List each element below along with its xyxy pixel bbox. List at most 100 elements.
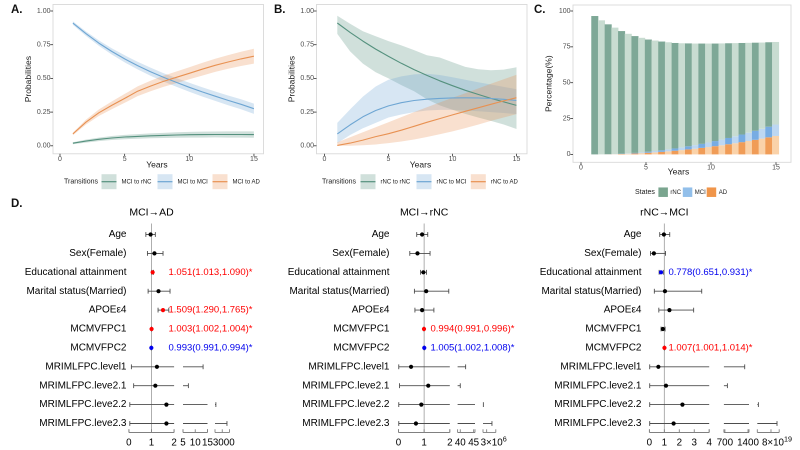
row-label: MRIMLFPC.leve2.3 (39, 418, 127, 429)
y-tick-label: 0.75 (300, 42, 314, 49)
stacked-bar (678, 43, 686, 155)
y-tick-label: 0.25 (37, 109, 51, 116)
stacked-bar (631, 36, 639, 155)
axis-tick-label: 1 (421, 438, 426, 449)
estimate-annotation: 0.993(0.991,0.994)* (169, 342, 253, 353)
forest-title: MCI→rNC (400, 207, 449, 219)
legend-item-label: MCI to rNC (122, 179, 153, 185)
stacked-bar (597, 20, 606, 155)
row-label: MRIMLFPC.leve2.3 (554, 418, 642, 429)
panel-b-transition-probabilities-chart: 0 5 10 15 0.00 0.25 0.50 0.75 1.00 Years Probabili… (287, 4, 528, 190)
legend-title: Transitions (322, 179, 356, 186)
row-label: MRIMLFPC.leve2.2 (554, 399, 642, 410)
stacked-bar (624, 33, 632, 155)
legend-item-label: rNC to AD (491, 179, 519, 185)
row-label: MRIMLFPC.leve2.1 (39, 380, 127, 391)
y-tick-label: 100 (559, 8, 571, 15)
panel-label-c: C. (534, 4, 546, 16)
axis-tick-label: 45 (468, 438, 479, 449)
estimate-dot (661, 232, 667, 237)
axis-tick-label: 40 (455, 438, 466, 449)
legend-item-label: MCI to MCI (178, 179, 209, 185)
x-tick-label: 5 (387, 156, 391, 163)
forest-row-Educational-attainment: Educational attainment 1.051(1.013,1.090)… (25, 267, 253, 278)
legend-swatch (658, 187, 668, 197)
stacked-bar (731, 43, 739, 155)
axis-tick-label: 0 (396, 438, 402, 449)
estimate-dot (149, 345, 154, 350)
y-tick-label: 0.25 (300, 109, 314, 116)
y-tick-label: 1.00 (300, 8, 314, 15)
x-tick-label: 5 (123, 156, 127, 163)
stacked-bar (758, 42, 766, 155)
legend-swatch (706, 187, 717, 197)
legend-item-label: rNC to rNC (381, 179, 411, 185)
axis-tick-label: 1 (662, 438, 667, 449)
row-label: MRIMLFPC.level1 (45, 361, 127, 372)
forest-row-MRIMLFPC.leve2.2: MRIMLFPC.leve2.2 (39, 399, 217, 410)
forest-row-MRIMLFPC.level1: MRIMLFPC.level1 (560, 361, 746, 372)
y-axis-title: Percentage(%) (544, 55, 554, 112)
axis-tick-label: 4 (706, 438, 712, 449)
x-tick-label: 10 (707, 164, 715, 171)
panel-a-transition-probabilities-chart: 0 5 10 15 0.00 0.25 0.50 0.75 1.00 Years Probabili… (23, 4, 264, 190)
y-tick-label: 75 (563, 44, 571, 51)
estimate-dot (419, 308, 425, 313)
ci-ribbon-rNC-to-rNC (337, 15, 517, 130)
row-label: MCMVFPC1 (585, 324, 642, 335)
axis-tick-label: 15 (202, 438, 213, 449)
axis-tick-label: 1 (149, 438, 154, 449)
forest-row-MRIMLFPC.leve2.1: MRIMLFPC.leve2.1 (302, 380, 461, 391)
estimate-dot (154, 364, 160, 369)
legend-title: States (635, 189, 655, 196)
estimate-dot (164, 421, 169, 426)
estimate-dot (680, 402, 685, 407)
forest-row-Age: Age (109, 229, 156, 240)
x-tick-label: 10 (185, 156, 193, 163)
y-tick-label: 25 (563, 115, 571, 122)
row-label: MRIMLFPC.level1 (308, 361, 390, 372)
row-label: Sex(Female) (332, 248, 389, 259)
y-axis-title: Probabilities (23, 56, 33, 102)
row-label: Marital status(Married) (289, 286, 389, 297)
y-tick-label: 0.00 (300, 143, 314, 150)
stacked-bar (765, 42, 773, 155)
legend-title: Transitions (64, 179, 98, 186)
forest-row-APOE-4: APOEε4 (604, 305, 695, 316)
stacked-bar (751, 42, 759, 155)
estimate-dot (667, 308, 672, 313)
stacked-bar (644, 39, 652, 155)
estimate-dot (153, 383, 158, 388)
line-MCI-to-rNC (72, 133, 254, 144)
axis-tick-label: 5 (180, 438, 186, 449)
stacked-bar (664, 42, 672, 155)
stacked-bar (691, 43, 699, 155)
y-axis-title: Probabilities (287, 56, 297, 102)
row-label: MRIMLFPC.leve2.1 (302, 380, 390, 391)
axis-tick-label: 1400 (737, 438, 759, 449)
estimate-dot (421, 326, 427, 332)
axis-tick-label: 2 (171, 438, 176, 449)
axis-tick-label: 0 (647, 438, 653, 449)
row-label: Sex(Female) (69, 248, 126, 259)
row-label: MRIMLFPC.level1 (560, 361, 642, 372)
line-rNC-to-AD (337, 97, 517, 146)
forest-title: MCI→AD (129, 207, 174, 219)
stacked-bar (772, 41, 780, 155)
forest-row-MCMVFPC1: MCMVFPC1 0.994(0.991,0.996)* (333, 324, 514, 335)
ci-ribbon-MCI-to-AD (72, 48, 254, 136)
forest-row-Sex-Female-: Sex(Female) (584, 248, 666, 259)
row-label: MRIMLFPC.leve2.2 (39, 399, 127, 410)
estimate-dot (413, 421, 419, 426)
stacked-bar (658, 41, 666, 155)
y-tick-label: 0.00 (37, 143, 51, 150)
row-label: Marital status(Married) (26, 286, 126, 297)
estimate-dot (419, 232, 425, 237)
stacked-bar (591, 16, 599, 155)
row-label: MRIMLFPC.leve2.1 (554, 380, 642, 391)
x-tick-label: 0 (579, 164, 583, 171)
row-label: APOEε4 (604, 305, 642, 316)
forest-row-MRIMLFPC.leve2.2: MRIMLFPC.leve2.2 (554, 399, 759, 410)
estimate-annotation: 1.051(1.013,1.090)* (169, 267, 253, 278)
